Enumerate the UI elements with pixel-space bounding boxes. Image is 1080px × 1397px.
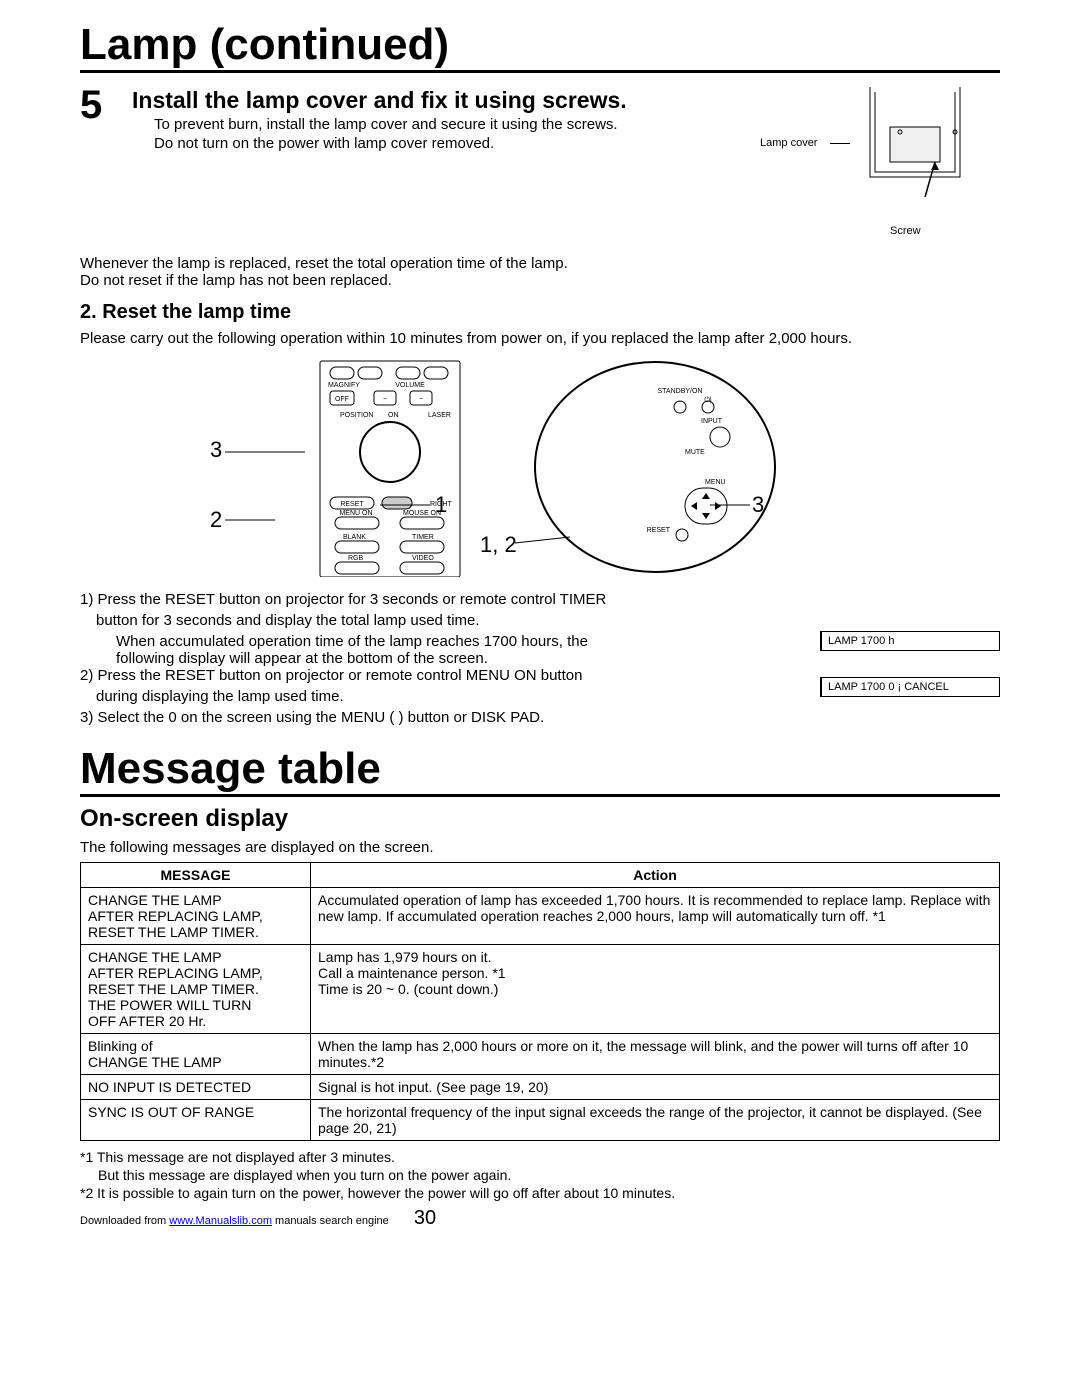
callout-12: 1, 2 (480, 532, 517, 558)
table-cell: When the lamp has 2,000 hours or more on… (311, 1034, 1000, 1075)
step1-d: following display will appear at the bot… (116, 650, 1000, 667)
step-number: 5 (80, 87, 120, 123)
note-1b: But this message are displayed when you … (80, 1167, 1000, 1183)
step-line2: Do not turn on the power with lamp cover… (154, 135, 818, 152)
table-row: CHANGE THE LAMPAFTER REPLACING LAMP,RESE… (81, 945, 1000, 1034)
table-cell: Accumulated operation of lamp has exceed… (311, 888, 1000, 945)
svg-text:RESET: RESET (647, 527, 671, 534)
reset-note: Whenever the lamp is replaced, reset the… (80, 255, 1000, 289)
table-row: NO INPUT IS DETECTEDSignal is hot input.… (81, 1075, 1000, 1100)
col-message: MESSAGE (81, 863, 311, 888)
onscreen-subtitle: On-screen display (80, 805, 1000, 833)
table-row: Blinking ofCHANGE THE LAMPWhen the lamp … (81, 1034, 1000, 1075)
svg-text:ON: ON (388, 412, 399, 419)
step-5-row: 5 Install the lamp cover and fix it usin… (80, 87, 1000, 237)
display-box-1: LAMP 1700 h (820, 631, 1000, 651)
step-text: To prevent burn, install the lamp cover … (154, 116, 818, 152)
table-cell: NO INPUT IS DETECTED (81, 1075, 311, 1100)
lampcover-diagram: Lamp cover Screw (830, 77, 1000, 237)
svg-text:⏻|: ⏻| (704, 396, 712, 404)
step-body: Install the lamp cover and fix it using … (132, 87, 818, 154)
remote-diagram: MAGNIFY VOLUME OFF − − POSITION ON LASER… (300, 357, 480, 577)
table-cell: SYNC IS OUT OF RANGE (81, 1100, 311, 1141)
svg-text:MENU: MENU (705, 479, 726, 486)
note-2: *2 It is possible to again turn on the p… (80, 1185, 1000, 1201)
svg-text:VIDEO: VIDEO (412, 555, 434, 562)
reset-intro: Please carry out the following operation… (80, 330, 1000, 347)
step-line1: To prevent burn, install the lamp cover … (154, 116, 818, 133)
diagram-row: MAGNIFY VOLUME OFF − − POSITION ON LASER… (80, 357, 1000, 577)
svg-text:TIMER: TIMER (412, 534, 434, 541)
svg-text:INPUT: INPUT (701, 418, 723, 425)
svg-text:BLANK: BLANK (343, 534, 366, 541)
step1-a: 1) Press the RESET button on projector f… (80, 591, 1000, 608)
lampcover-label: Lamp cover (760, 137, 817, 149)
svg-text:STANDBY/ON: STANDBY/ON (658, 388, 703, 395)
page-number: 30 (414, 1207, 436, 1229)
svg-text:MAGNIFY: MAGNIFY (328, 382, 360, 389)
callout-3a: 3 (210, 437, 222, 463)
table-cell: CHANGE THE LAMPAFTER REPLACING LAMP,RESE… (81, 888, 311, 945)
svg-text:−: − (419, 396, 423, 403)
svg-text:−: − (383, 396, 387, 403)
table-cell: Blinking ofCHANGE THE LAMP (81, 1034, 311, 1075)
table-cell: The horizontal frequency of the input si… (311, 1100, 1000, 1141)
callout-2: 2 (210, 507, 222, 533)
svg-text:VOLUME: VOLUME (395, 382, 425, 389)
svg-text:POSITION: POSITION (340, 412, 373, 419)
footer-link[interactable]: www.Manualslib.com (169, 1215, 272, 1227)
step1-b: button for 3 seconds and display the tot… (80, 612, 1000, 629)
svg-text:MUTE: MUTE (685, 449, 705, 456)
footer-prefix: Downloaded from (80, 1215, 169, 1227)
step3: 3) Select the 0 on the screen using the … (80, 709, 1000, 726)
svg-text:LASER: LASER (428, 412, 451, 419)
screw-label: Screw (890, 225, 921, 237)
control-panel-diagram: STANDBY/ON ⏻| INPUT MUTE MENU RESET (530, 357, 780, 577)
reset-note-1: Whenever the lamp is replaced, reset the… (80, 255, 1000, 272)
note-1a: *1 This message are not displayed after … (80, 1149, 1000, 1165)
svg-text:MENU ON: MENU ON (339, 510, 372, 517)
callout-1: 1 (435, 492, 447, 518)
callout-3b: 3 (752, 492, 764, 518)
steps-list: 1) Press the RESET button on projector f… (80, 591, 1000, 726)
reset-heading: 2. Reset the lamp time (80, 301, 1000, 324)
onscreen-intro: The following messages are displayed on … (80, 839, 1000, 856)
footer: Downloaded from www.Manualslib.com manua… (80, 1207, 1000, 1230)
lampcover-line (830, 143, 850, 144)
table-cell: CHANGE THE LAMPAFTER REPLACING LAMP,RESE… (81, 945, 311, 1034)
table-row: SYNC IS OUT OF RANGEThe horizontal frequ… (81, 1100, 1000, 1141)
message-table-title: Message table (80, 744, 1000, 797)
message-table: MESSAGE Action CHANGE THE LAMPAFTER REPL… (80, 862, 1000, 1141)
reset-note-2: Do not reset if the lamp has not been re… (80, 272, 1000, 289)
step-heading: Install the lamp cover and fix it using … (132, 87, 818, 114)
table-row: CHANGE THE LAMPAFTER REPLACING LAMP,RESE… (81, 888, 1000, 945)
display-box-2: LAMP 1700 0 ¡ CANCEL (820, 677, 1000, 697)
page-title: Lamp (continued) (80, 20, 1000, 73)
footer-suffix: manuals search engine (272, 1215, 389, 1227)
svg-text:RESET: RESET (340, 501, 364, 508)
table-cell: Lamp has 1,979 hours on it.Call a mainte… (311, 945, 1000, 1034)
col-action: Action (311, 863, 1000, 888)
footnotes: *1 This message are not displayed after … (80, 1149, 1000, 1201)
table-cell: Signal is hot input. (See page 19, 20) (311, 1075, 1000, 1100)
svg-text:OFF: OFF (335, 396, 349, 403)
svg-text:RGB: RGB (348, 555, 364, 562)
